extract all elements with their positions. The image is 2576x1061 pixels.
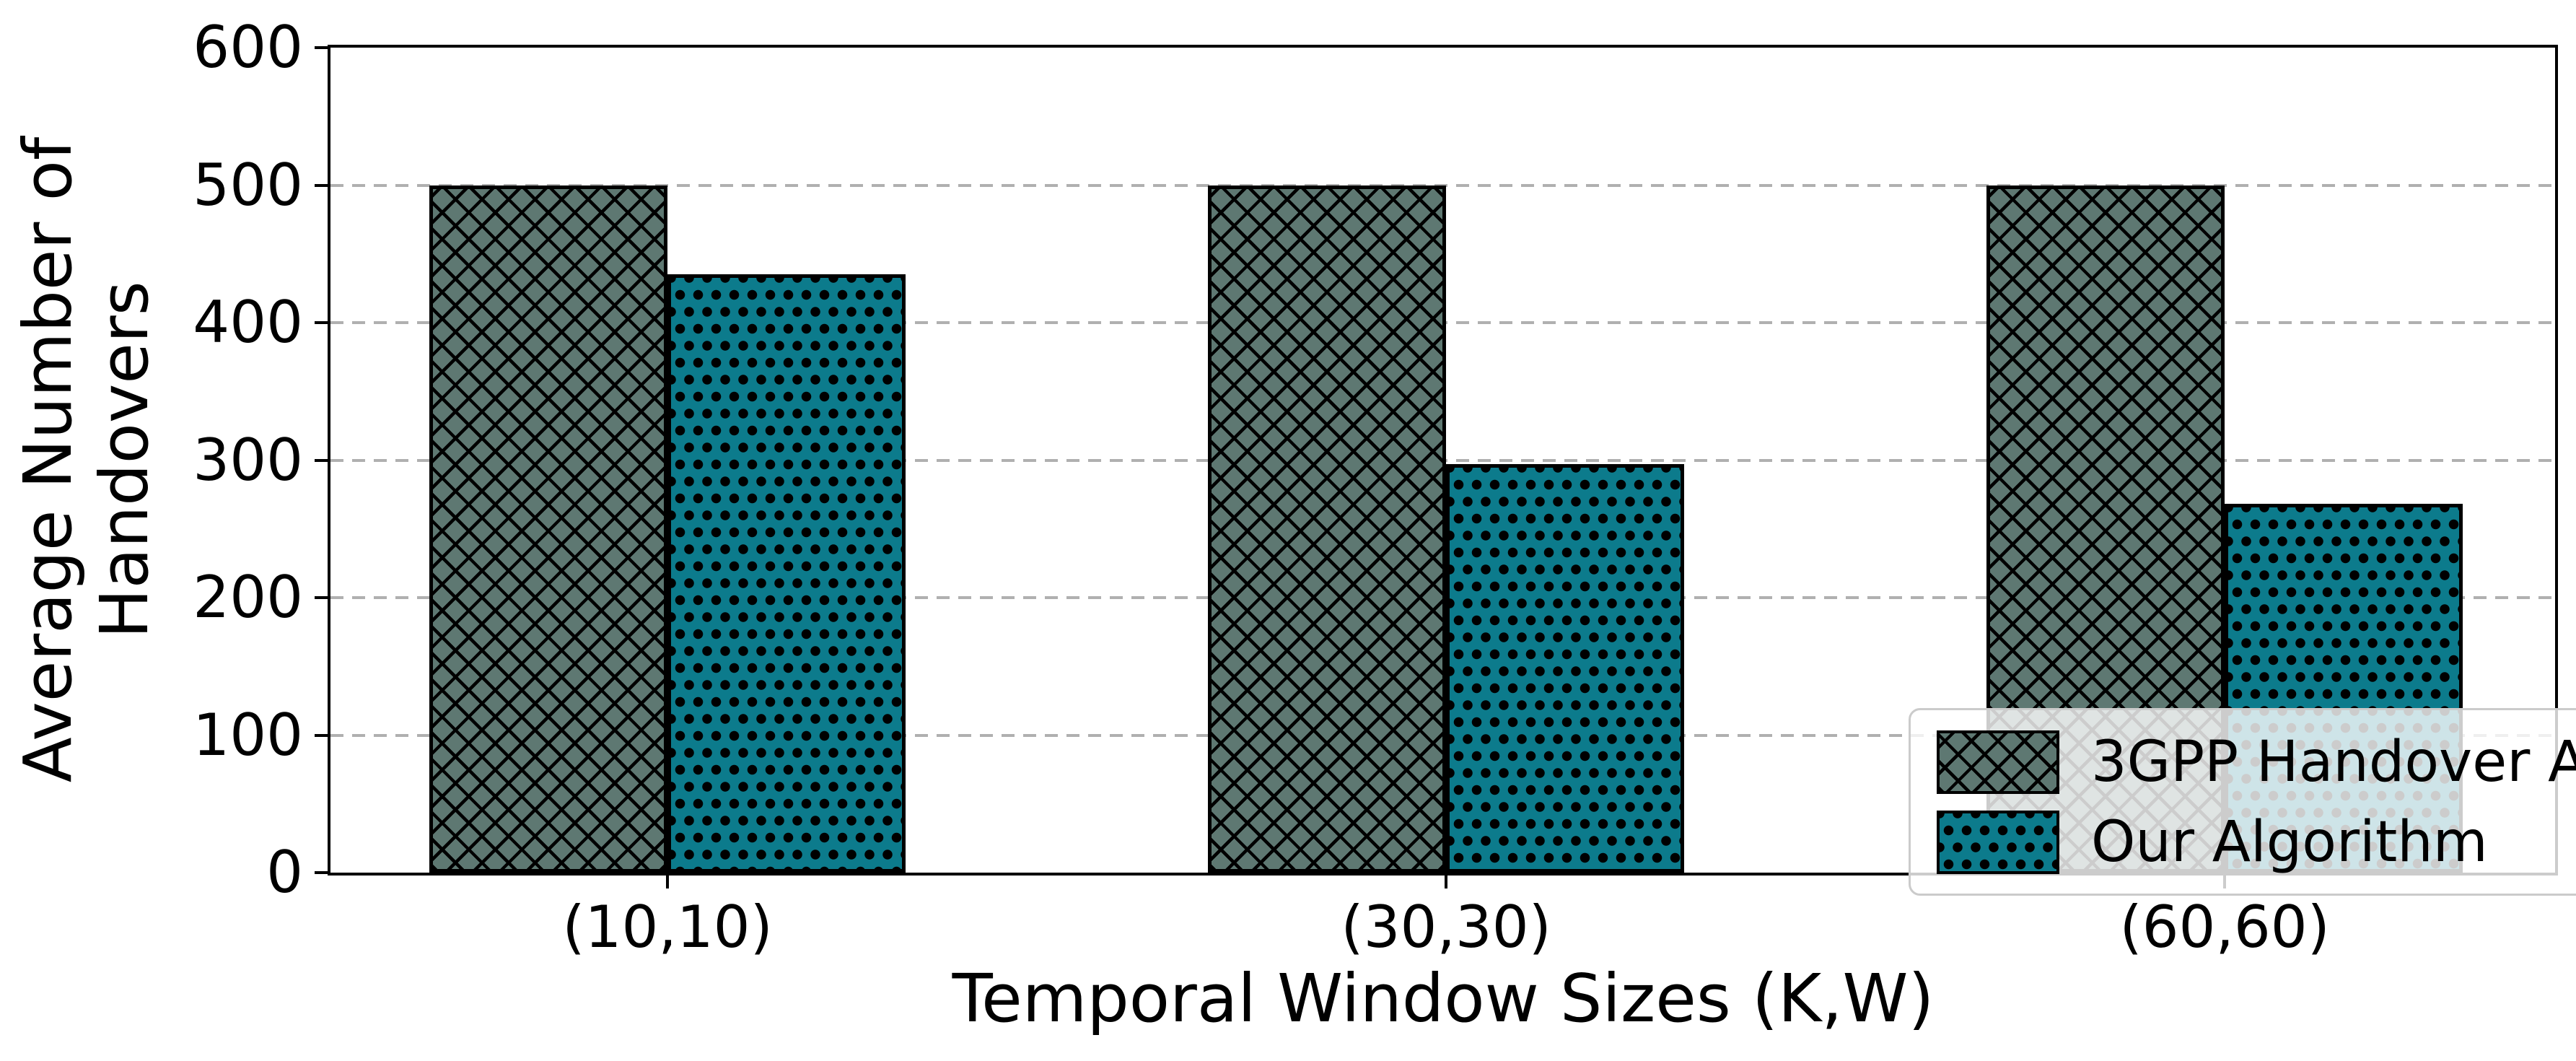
y-tick-label: 600: [193, 14, 303, 81]
legend-swatch-crosshatch: [1937, 730, 2059, 794]
y-tick-mark: [315, 46, 328, 49]
y-tick-label: 300: [193, 426, 303, 494]
bar-3gpp-group-1: [429, 185, 668, 873]
y-tick-label: 200: [193, 564, 303, 631]
x-tick-mark: [666, 874, 670, 888]
y-tick-mark: [315, 733, 328, 737]
y-tick-mark: [315, 321, 328, 324]
x-axis-title: Temporal Window Sizes (K,W): [952, 960, 1935, 1037]
legend: 3GPP Handover Algorithm Our Algorithm: [1909, 708, 2576, 896]
y-tick-label: 0: [266, 839, 303, 906]
y-tick-mark: [315, 871, 328, 874]
y-tick-label: 500: [193, 151, 303, 219]
y-tick-mark: [315, 458, 328, 462]
legend-item-3gpp-handover-algorithm: 3GPP Handover Algorithm: [1937, 730, 2576, 795]
bar-ours-group-1: [667, 274, 906, 873]
legend-label: 3GPP Handover Algorithm: [2091, 729, 2576, 795]
x-tick-label: (60,60): [2119, 894, 2330, 961]
y-tick-mark: [315, 596, 328, 599]
legend-swatch-dots: [1937, 810, 2059, 874]
bar-3gpp-group-2: [1208, 185, 1447, 873]
y-tick-mark: [315, 183, 328, 187]
bar-ours-group-2: [1446, 464, 1685, 873]
x-tick-mark: [1445, 874, 1448, 888]
legend-item-our-algorithm: Our Algorithm: [1937, 810, 2576, 875]
y-tick-label: 100: [193, 701, 303, 769]
y-tick-label: 400: [193, 289, 303, 356]
legend-label: Our Algorithm: [2091, 809, 2488, 875]
x-tick-label: (10,10): [562, 894, 773, 961]
plot-area: 3GPP Handover Algorithm Our Algorithm: [328, 45, 2576, 896]
x-tick-label: (30,30): [1341, 894, 1551, 961]
